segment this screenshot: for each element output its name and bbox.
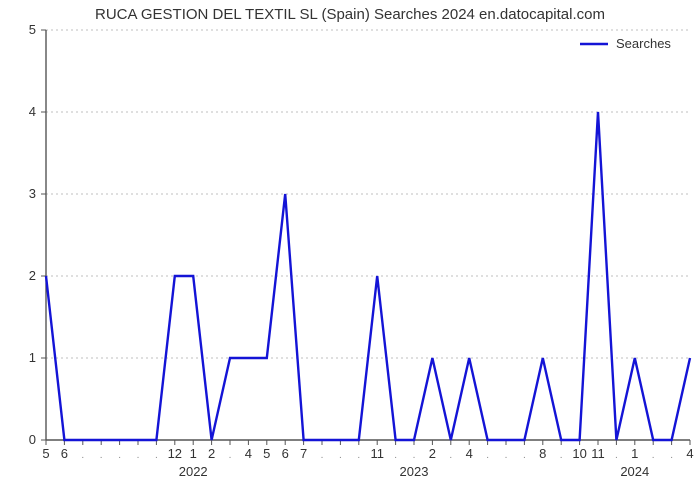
x-tick-label: 4 <box>686 446 693 461</box>
x-tick-label: 10 <box>572 446 586 461</box>
x-tick-label: . <box>81 450 84 461</box>
x-tick-label: . <box>229 450 232 461</box>
x-tick-label: . <box>449 450 452 461</box>
x-tick-label: 2 <box>429 446 436 461</box>
y-tick-label: 5 <box>29 22 36 37</box>
x-tick-label: . <box>394 450 397 461</box>
x-tick-label: . <box>339 450 342 461</box>
x-tick-label: . <box>413 450 416 461</box>
chart-title: RUCA GESTION DEL TEXTIL SL (Spain) Searc… <box>0 6 700 23</box>
chart-svg: 01234556.....1212.4567...11..2.4...8.101… <box>0 0 700 500</box>
x-tick-label: . <box>100 450 103 461</box>
x-tick-label: . <box>155 450 158 461</box>
x-tick-label: 11 <box>591 446 605 461</box>
x-tick-label: 8 <box>539 446 546 461</box>
x-tick-label: 2 <box>208 446 215 461</box>
x-tick-label: . <box>505 450 508 461</box>
y-tick-label: 2 <box>29 268 36 283</box>
x-tick-label: . <box>357 450 360 461</box>
searches-line-chart: RUCA GESTION DEL TEXTIL SL (Spain) Searc… <box>0 0 700 500</box>
x-tick-label: 1 <box>631 446 638 461</box>
x-tick-label: . <box>652 450 655 461</box>
x-tick-label: 6 <box>282 446 289 461</box>
x-group-label: 2024 <box>620 464 649 479</box>
x-tick-label: . <box>486 450 489 461</box>
x-group-label: 2022 <box>179 464 208 479</box>
y-tick-label: 0 <box>29 432 36 447</box>
x-tick-label: . <box>560 450 563 461</box>
y-tick-label: 1 <box>29 350 36 365</box>
x-tick-label: 12 <box>168 446 182 461</box>
x-tick-label: 7 <box>300 446 307 461</box>
x-tick-label: . <box>137 450 140 461</box>
x-tick-label: 1 <box>190 446 197 461</box>
y-tick-label: 4 <box>29 104 36 119</box>
x-tick-label: . <box>615 450 618 461</box>
x-tick-label: 6 <box>61 446 68 461</box>
legend-label: Searches <box>616 36 671 51</box>
x-tick-label: 11 <box>370 446 384 461</box>
x-tick-label: . <box>523 450 526 461</box>
x-tick-label: 5 <box>263 446 270 461</box>
y-tick-label: 3 <box>29 186 36 201</box>
x-tick-label: . <box>118 450 121 461</box>
x-tick-label: . <box>321 450 324 461</box>
x-tick-label: 4 <box>466 446 473 461</box>
x-group-label: 2023 <box>400 464 429 479</box>
x-tick-label: . <box>670 450 673 461</box>
x-tick-label: 5 <box>42 446 49 461</box>
x-tick-label: 4 <box>245 446 252 461</box>
